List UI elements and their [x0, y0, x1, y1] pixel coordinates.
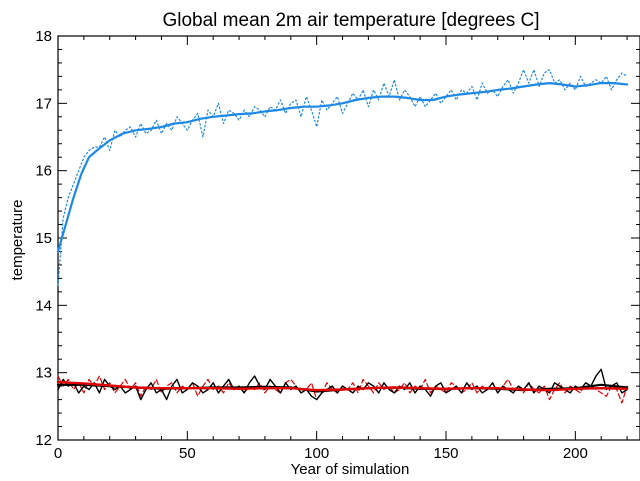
y-axis-label: temperature [9, 200, 26, 281]
y-tick-label: 13 [35, 365, 52, 382]
plot-frame [57, 35, 640, 441]
y-tick-label: 17 [35, 95, 52, 112]
tick-labels: 0 50 100 150 200 12 13 14 15 16 17 18 [35, 28, 588, 462]
y-tick-label: 18 [35, 28, 52, 45]
x-tick-label: 0 [54, 445, 62, 462]
series-lines [56, 69, 629, 404]
x-tick-label: 150 [433, 445, 458, 462]
y-tick-label: 14 [35, 297, 52, 314]
series-line-red-smooth [56, 380, 629, 392]
x-axis-label: Year of simulation [291, 461, 410, 478]
axis-ticks [57, 35, 640, 441]
y-tick-label: 16 [35, 163, 52, 180]
x-tick-label: 200 [563, 445, 588, 462]
series-line-blue-dotted [57, 69, 628, 286]
y-tick-label: 15 [35, 230, 52, 247]
series-line-blue-smooth [56, 81, 629, 253]
series-line-black-solid [57, 368, 628, 401]
x-tick-label: 100 [304, 445, 329, 462]
chart-title: Global mean 2m air temperature [degrees … [162, 10, 539, 31]
x-tick-label: 50 [179, 445, 196, 462]
y-tick-label: 12 [35, 432, 52, 449]
